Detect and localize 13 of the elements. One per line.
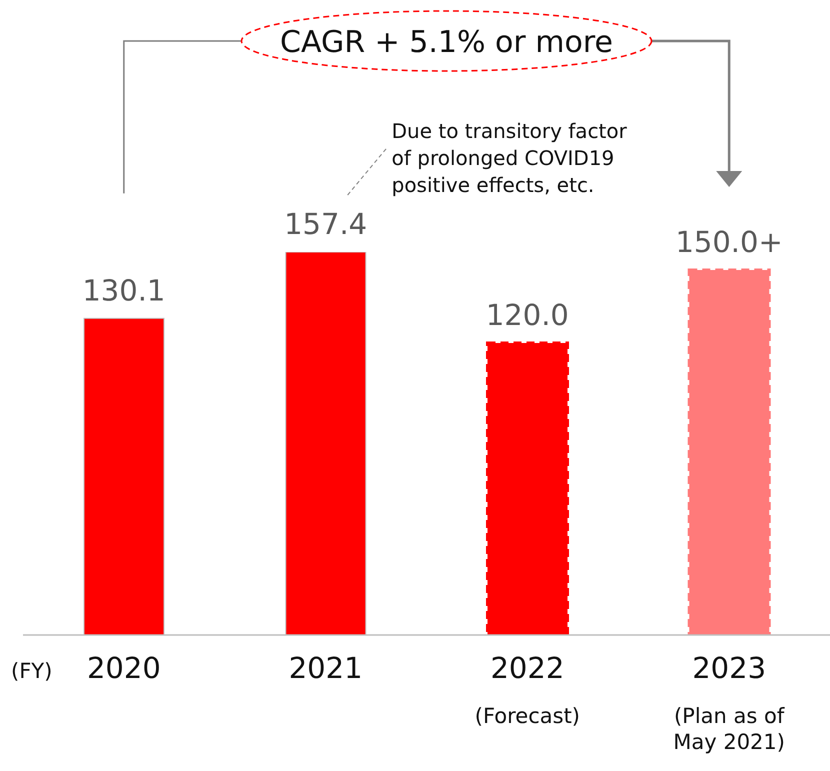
x-tick-label: 2021: [288, 651, 363, 685]
data-label: 150.0+: [675, 225, 783, 260]
text: Due to transitory factor of prolonged COVID19 positive effects, etc.: [392, 119, 628, 197]
x-tick-label: 2020: [86, 651, 161, 685]
text: CAGR + 5.1% or more: [280, 25, 613, 60]
x-tick-label: 2022 (Forecast): [474, 651, 580, 728]
bar: [688, 268, 771, 635]
data-label: 120.0: [486, 298, 569, 332]
x-axis-title: (FY): [11, 659, 52, 683]
data-label: 157.4: [284, 207, 368, 241]
data-label: 130.1: [82, 273, 166, 308]
bar: [486, 342, 569, 635]
x-tick-label: 2023 (Plan as of May 2021): [673, 651, 785, 754]
